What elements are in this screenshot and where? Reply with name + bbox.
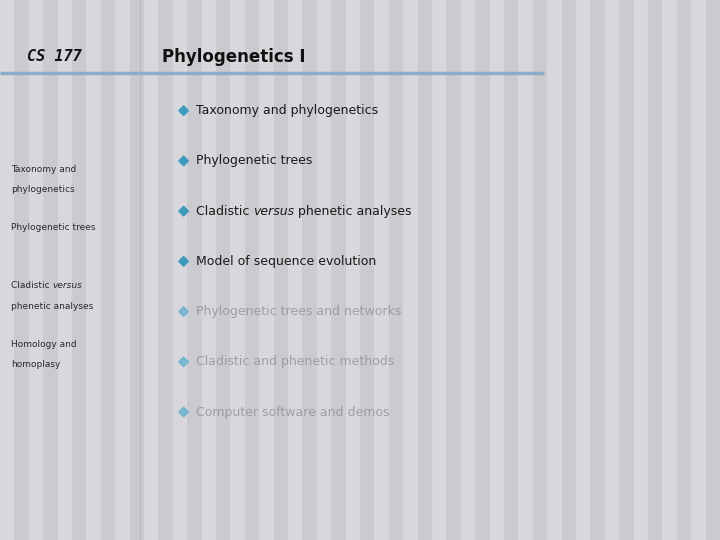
- Bar: [0, 0, 140, 540]
- Bar: [230, 0, 245, 540]
- Bar: [346, 0, 360, 540]
- Bar: [130, 0, 144, 540]
- Text: Homology and: Homology and: [11, 340, 76, 349]
- Bar: [504, 0, 518, 540]
- Text: phenetic analyses: phenetic analyses: [294, 205, 412, 218]
- Bar: [72, 0, 86, 540]
- Bar: [403, 0, 418, 540]
- Text: Cladistic: Cladistic: [11, 281, 53, 291]
- Bar: [58, 0, 72, 540]
- Bar: [360, 0, 374, 540]
- Bar: [29, 0, 43, 540]
- Bar: [691, 0, 706, 540]
- Polygon shape: [179, 206, 189, 216]
- Bar: [101, 0, 115, 540]
- Polygon shape: [179, 106, 189, 116]
- Bar: [317, 0, 331, 540]
- Bar: [648, 0, 662, 540]
- Bar: [331, 0, 346, 540]
- Bar: [634, 0, 648, 540]
- Text: versus: versus: [253, 205, 294, 218]
- Bar: [216, 0, 230, 540]
- Bar: [619, 0, 634, 540]
- Text: Phylogenetic trees: Phylogenetic trees: [196, 154, 312, 167]
- Bar: [374, 0, 389, 540]
- Bar: [302, 0, 317, 540]
- Text: Taxonomy and phylogenetics: Taxonomy and phylogenetics: [196, 104, 378, 117]
- Bar: [432, 0, 446, 540]
- Text: homoplasy: homoplasy: [11, 360, 60, 369]
- Text: Phylogenetics I: Phylogenetics I: [162, 48, 305, 66]
- Bar: [590, 0, 605, 540]
- Text: Cladistic: Cladistic: [196, 205, 253, 218]
- Bar: [14, 0, 29, 540]
- Polygon shape: [179, 156, 189, 166]
- Bar: [475, 0, 490, 540]
- Bar: [533, 0, 547, 540]
- Text: CS 177: CS 177: [27, 49, 82, 64]
- Bar: [43, 0, 58, 540]
- Bar: [115, 0, 130, 540]
- Text: Phylogenetic trees: Phylogenetic trees: [11, 223, 95, 232]
- Text: phenetic analyses: phenetic analyses: [11, 302, 93, 311]
- Bar: [562, 0, 576, 540]
- Bar: [158, 0, 173, 540]
- Text: versus: versus: [53, 281, 82, 291]
- Text: Taxonomy and: Taxonomy and: [11, 165, 76, 174]
- Bar: [576, 0, 590, 540]
- Text: Cladistic and phenetic methods: Cladistic and phenetic methods: [196, 355, 394, 368]
- Bar: [490, 0, 504, 540]
- Bar: [202, 0, 216, 540]
- Bar: [274, 0, 288, 540]
- Bar: [446, 0, 461, 540]
- Polygon shape: [179, 256, 189, 266]
- Bar: [389, 0, 403, 540]
- Bar: [0, 0, 14, 540]
- Text: Phylogenetic trees and networks: Phylogenetic trees and networks: [196, 305, 401, 318]
- Bar: [259, 0, 274, 540]
- Bar: [144, 0, 158, 540]
- Text: phylogenetics: phylogenetics: [11, 185, 74, 194]
- Bar: [173, 0, 187, 540]
- Text: Computer software and demos: Computer software and demos: [196, 406, 390, 419]
- Polygon shape: [179, 407, 189, 417]
- Bar: [547, 0, 562, 540]
- Bar: [677, 0, 691, 540]
- Text: Model of sequence evolution: Model of sequence evolution: [196, 255, 376, 268]
- Bar: [706, 0, 720, 540]
- Bar: [461, 0, 475, 540]
- Polygon shape: [179, 357, 189, 367]
- Bar: [518, 0, 533, 540]
- Bar: [86, 0, 101, 540]
- Bar: [418, 0, 432, 540]
- Bar: [288, 0, 302, 540]
- Polygon shape: [179, 307, 189, 316]
- Bar: [245, 0, 259, 540]
- Bar: [187, 0, 202, 540]
- Bar: [662, 0, 677, 540]
- Bar: [605, 0, 619, 540]
